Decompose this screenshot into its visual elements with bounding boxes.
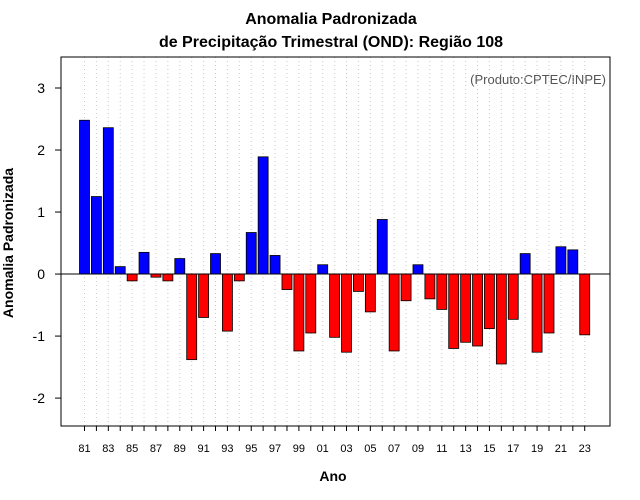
- bar-1993: [222, 273, 233, 332]
- x-tick-label: 01: [317, 443, 329, 455]
- bar-1997: [269, 255, 281, 275]
- bar-2000: [305, 273, 317, 334]
- chart-title-line1: Anomalia Padronizada: [245, 11, 417, 28]
- bar-2007: [388, 273, 400, 352]
- bar-1989: [174, 258, 186, 275]
- bar-2009: [412, 264, 424, 275]
- y-axis-label: Anomalia Padronizada: [0, 168, 16, 318]
- bar-1999: [293, 273, 305, 352]
- bar-1994: [233, 273, 245, 282]
- bar-1986: [138, 251, 150, 275]
- bar-1992: [210, 253, 221, 275]
- bar-1985: [126, 273, 138, 282]
- bar-2004: [353, 273, 364, 292]
- axes: [60, 56, 611, 427]
- y-tick-label: -2: [33, 390, 46, 406]
- bar-2022: [567, 249, 579, 275]
- bar-2015: [484, 273, 495, 330]
- bar-2014: [472, 273, 483, 347]
- bar-2019: [531, 273, 543, 353]
- x-tick-label: 91: [197, 443, 209, 455]
- bar-2018: [519, 253, 531, 275]
- bar-1982: [91, 196, 102, 275]
- x-axis-label: Ano: [319, 468, 346, 484]
- x-tick-label: 83: [102, 443, 114, 455]
- bar-1996: [257, 156, 269, 275]
- bar-1991: [198, 273, 210, 318]
- bar-1984: [114, 266, 126, 275]
- x-tick-label: 95: [245, 443, 257, 455]
- bar-2010: [424, 273, 436, 300]
- x-tick-label: 11: [436, 443, 447, 455]
- x-tick-label: 17: [507, 443, 519, 455]
- x-tick-label: 85: [126, 443, 138, 455]
- x-tick-label: 19: [531, 443, 543, 455]
- x-ticks: 81 83 85 87 89 91 93 95 97 99 01 03 05 07 09 11 13 15 17 19…: [78, 426, 591, 455]
- x-tick-label: 93: [221, 443, 233, 455]
- y-tick-label: -1: [33, 328, 46, 344]
- bar-2021: [555, 246, 567, 275]
- bar-2005: [364, 273, 376, 313]
- bar-1981: [79, 119, 90, 275]
- y-ticks: -2 -1 0 1 2 3: [33, 80, 61, 406]
- bar-2003: [341, 273, 352, 353]
- bar-2020: [543, 273, 555, 334]
- bars: [79, 119, 591, 365]
- bar-2023: [579, 273, 591, 336]
- bar-1988: [162, 273, 174, 282]
- x-tick-label: 05: [364, 443, 376, 455]
- x-tick-label: 97: [269, 443, 281, 455]
- bar-2013: [460, 273, 472, 343]
- bar-1995: [245, 232, 257, 275]
- y-tick-label: 3: [37, 80, 45, 96]
- bar-2012: [448, 273, 460, 349]
- chart-title-line2: de Precipitação Trimestral (OND): Região…: [159, 34, 503, 51]
- bar-2011: [436, 273, 448, 310]
- x-tick-label: 87: [150, 443, 162, 455]
- bar-2008: [400, 273, 412, 302]
- x-tick-label: 15: [483, 443, 495, 455]
- x-tick-label: 81: [78, 443, 90, 455]
- chart-credit: (Produto:CPTEC/INPE): [470, 72, 606, 87]
- x-tick-label: 23: [579, 443, 591, 455]
- bar-2002: [329, 273, 341, 338]
- bar-2001: [317, 264, 329, 275]
- y-tick-label: 2: [37, 142, 45, 158]
- x-tick-label: 09: [412, 443, 424, 455]
- x-tick-label: 03: [340, 443, 352, 455]
- y-tick-label: 0: [37, 266, 45, 282]
- x-tick-label: 07: [388, 443, 400, 455]
- bar-1990: [186, 273, 198, 361]
- bar-2016: [495, 273, 507, 365]
- x-tick-label: 89: [174, 443, 186, 455]
- bar-1998: [281, 273, 293, 290]
- x-tick-label: 99: [293, 443, 305, 455]
- bar-2006: [376, 219, 388, 275]
- y-tick-label: 1: [37, 204, 45, 220]
- plot-frame: [60, 56, 611, 427]
- x-tick-label: 21: [555, 443, 567, 455]
- bar-2017: [507, 273, 519, 320]
- x-tick-label: 13: [459, 443, 471, 455]
- bar-1983: [102, 127, 114, 275]
- grid-lines: [84, 57, 586, 426]
